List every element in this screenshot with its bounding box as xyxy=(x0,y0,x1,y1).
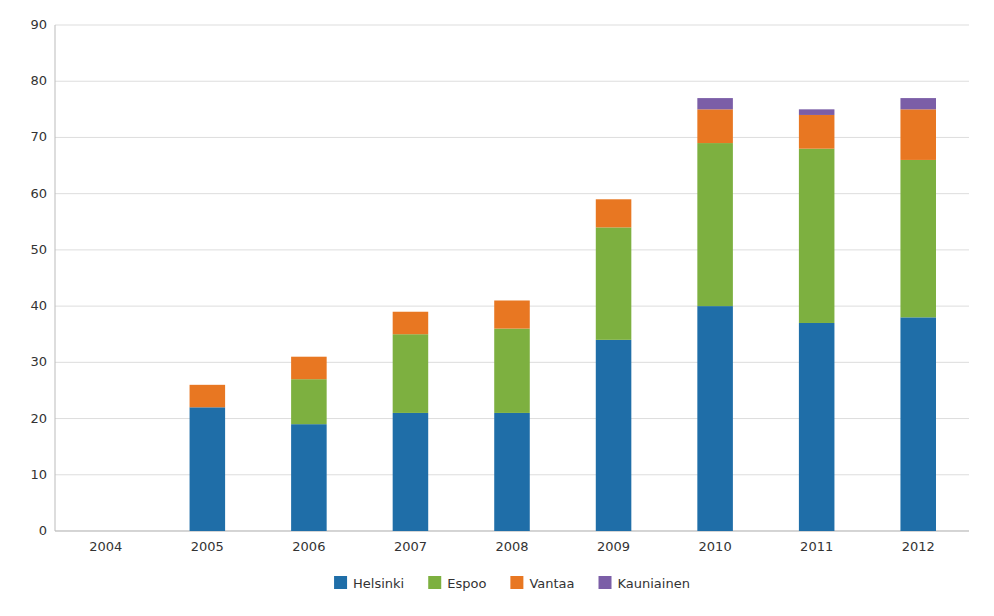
bar-segment xyxy=(596,227,632,339)
bar-segment xyxy=(900,98,936,109)
bar-segment xyxy=(393,312,429,334)
grid-line xyxy=(55,81,969,82)
legend-label: Vantaa xyxy=(529,576,574,591)
x-tick-label: 2007 xyxy=(394,539,427,554)
bar-segment xyxy=(494,300,530,301)
bar-segment xyxy=(88,531,124,532)
bar-segment xyxy=(88,531,124,532)
bar-segment xyxy=(190,407,226,531)
bar-segment xyxy=(88,531,124,532)
y-tick-label: 80 xyxy=(30,73,47,88)
y-axis-line xyxy=(55,25,56,531)
bar-segment xyxy=(88,531,124,532)
y-tick-label: 70 xyxy=(30,129,47,144)
bar-segment xyxy=(494,300,530,328)
bar-segment xyxy=(697,109,733,143)
bar-segment xyxy=(393,334,429,413)
x-tick-label: 2012 xyxy=(902,539,935,554)
grid-line xyxy=(55,25,969,26)
chart: 0 10 20 30 40 50 60 70 80 90 2004 2005 2006 2007 2008 2… xyxy=(0,0,994,616)
legend-swatch xyxy=(334,576,347,589)
bar-segment xyxy=(393,413,429,531)
bar-segment xyxy=(291,379,327,424)
y-tick-label: 60 xyxy=(30,186,47,201)
legend-item: Vantaa xyxy=(510,576,574,591)
legend-swatch xyxy=(510,576,523,589)
bar-segment xyxy=(291,356,327,357)
legend-swatch xyxy=(599,576,612,589)
x-tick-label: 2010 xyxy=(699,539,732,554)
legend-item: Espoo xyxy=(428,576,486,591)
x-tick-label: 2005 xyxy=(191,539,224,554)
y-tick-label: 30 xyxy=(30,354,47,369)
bar-segment xyxy=(697,143,733,306)
x-tick-label: 2011 xyxy=(800,539,833,554)
y-tick-label: 90 xyxy=(30,17,47,32)
legend-label: Espoo xyxy=(447,576,486,591)
bar-segment xyxy=(190,385,226,407)
bar-segment xyxy=(494,413,530,531)
y-tick-label: 0 xyxy=(39,523,47,538)
bar-segment xyxy=(697,306,733,531)
legend: Helsinki Espoo Vantaa Kauniainen xyxy=(334,576,690,591)
y-tick-label: 10 xyxy=(30,467,47,482)
bar-segment xyxy=(799,115,835,149)
bar-segment xyxy=(494,329,530,413)
bars xyxy=(190,98,936,531)
y-tick-label: 20 xyxy=(30,411,47,426)
legend-item: Kauniainen xyxy=(599,576,690,591)
bar-segment xyxy=(190,384,226,385)
bar-segment xyxy=(799,149,835,323)
bar-segment xyxy=(596,199,632,227)
legend-label: Helsinki xyxy=(353,576,404,591)
x-tick-label: 2004 xyxy=(89,539,122,554)
legend-label: Kauniainen xyxy=(618,576,690,591)
y-grid xyxy=(55,25,969,531)
bar-segment xyxy=(393,311,429,312)
bar-segment xyxy=(697,98,733,109)
bar-segment xyxy=(900,160,936,317)
chart-container: 0 10 20 30 40 50 60 70 80 90 2004 2005 2006 2007 2008 2… xyxy=(0,0,994,616)
x-tick-label: 2006 xyxy=(292,539,325,554)
bar-segment xyxy=(799,109,835,115)
bar-segment xyxy=(291,357,327,379)
y-tick-label: 50 xyxy=(30,242,47,257)
x-tick-label: 2008 xyxy=(495,539,528,554)
y-tick-label: 40 xyxy=(30,298,47,313)
bar-segment xyxy=(900,317,936,531)
x-tick-label: 2009 xyxy=(597,539,630,554)
bar-segment xyxy=(799,323,835,531)
bar-segment xyxy=(596,340,632,531)
legend-swatch xyxy=(428,576,441,589)
bar-segment xyxy=(900,109,936,160)
legend-item: Helsinki xyxy=(334,576,404,591)
bar-segment xyxy=(596,199,632,200)
bar-segment xyxy=(291,424,327,531)
